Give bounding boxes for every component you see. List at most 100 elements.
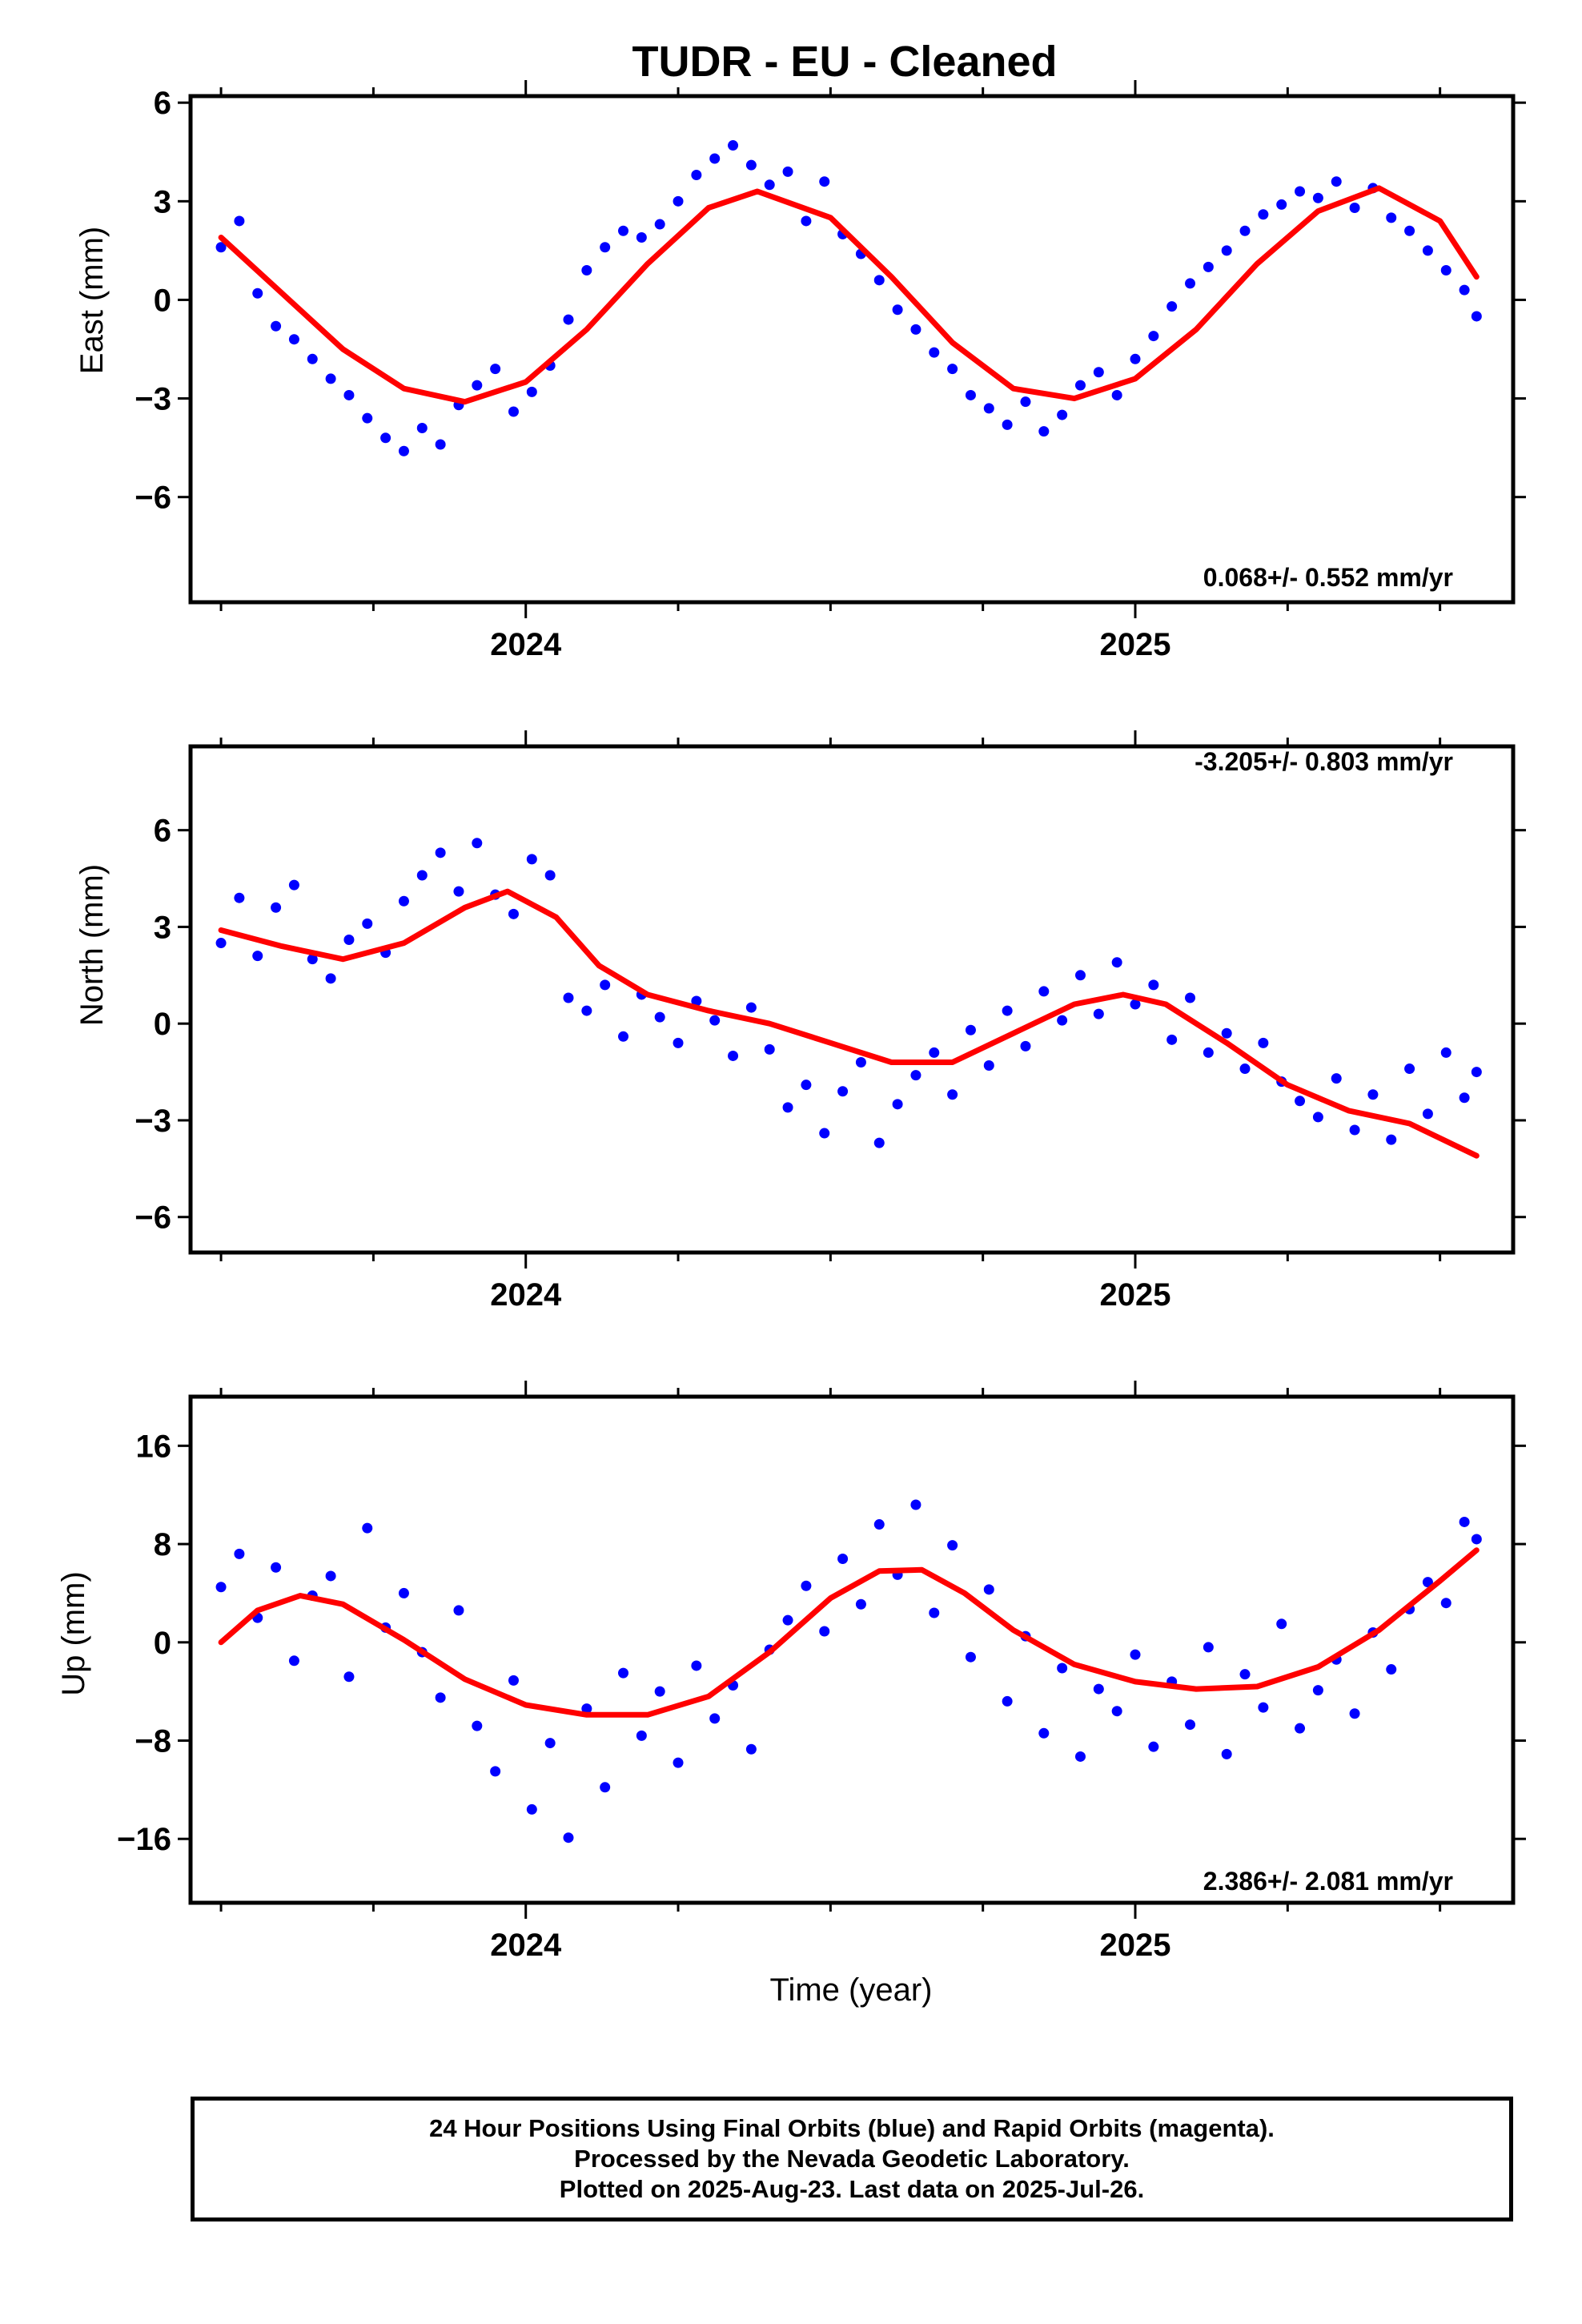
north-data-point (1221, 1027, 1232, 1039)
east-data-point (819, 176, 830, 187)
north-data-point (307, 954, 318, 965)
north-model-curve (218, 888, 1480, 1159)
up-data-point (837, 1553, 849, 1564)
north-ytick-label: 0 (154, 1007, 171, 1042)
north-data-point (709, 1015, 721, 1026)
east-data-point (691, 169, 702, 180)
east-data-point (581, 265, 592, 276)
footer-line-2: Processed by the Nevada Geodetic Laborat… (574, 2145, 1130, 2173)
east-ytick-label: −6 (135, 480, 171, 516)
east-data-point (636, 231, 647, 243)
east-data-point (234, 215, 245, 227)
east-data-point (1185, 278, 1196, 289)
up-ytick-label: −16 (117, 1822, 171, 1857)
east-data-point (709, 153, 721, 164)
up-data-point (1148, 1741, 1159, 1752)
east-data-point (252, 287, 263, 299)
north-data-point (801, 1080, 812, 1091)
north-ytick-label: 6 (154, 814, 171, 849)
up-data-point (1440, 1598, 1452, 1609)
up-data-point (910, 1499, 921, 1510)
east-data-point (1166, 301, 1178, 312)
east-data-point (1221, 245, 1232, 256)
north-data-point (398, 895, 409, 907)
east-data-point (1349, 203, 1360, 214)
up-data-point (673, 1757, 684, 1768)
north-data-point (563, 992, 574, 1003)
up-xtick-label: 2025 (1100, 1928, 1171, 1963)
footer-line-1: 24 Hour Positions Using Final Orbits (bl… (429, 2114, 1275, 2142)
up-data-point (472, 1720, 483, 1731)
east-data-point (892, 304, 903, 316)
east-data-point (910, 324, 921, 335)
east-data-point (600, 242, 611, 253)
east-data-point (873, 275, 885, 286)
north-data-point (362, 918, 373, 929)
north-data-point (983, 1060, 994, 1072)
east-data-point (1111, 389, 1122, 400)
up-data-point (855, 1598, 866, 1610)
east-data-point (1422, 245, 1433, 256)
footer-line-3: Plotted on 2025-Aug-23. Last data on 202… (559, 2175, 1145, 2203)
east-data-point (1057, 409, 1068, 420)
east-data-points (215, 140, 1482, 456)
north-data-point (1148, 979, 1159, 991)
east-data-point (1203, 261, 1214, 272)
east-data-point (416, 422, 428, 433)
up-data-point (1111, 1706, 1122, 1717)
east-xtick-label: 2025 (1100, 627, 1171, 662)
up-data-point (745, 1743, 757, 1755)
north-data-point (1166, 1034, 1178, 1045)
north-data-point (618, 1031, 629, 1042)
north-data-point (325, 973, 336, 984)
east-data-point (673, 195, 684, 207)
east-data-point (1404, 225, 1415, 236)
north-panel: 6 3 0 −3 −6 2024 2025 North (mm) -3.205+/- 0.8… (74, 730, 1526, 1313)
up-data-point (490, 1766, 501, 1777)
north-rate-label: -3.205+/- 0.803 mm/yr (1195, 747, 1453, 776)
east-data-point (929, 347, 940, 358)
east-data-point (362, 412, 373, 424)
north-data-point (764, 1043, 775, 1055)
east-data-point (435, 439, 446, 450)
up-model-curve (218, 1547, 1480, 1718)
east-data-point (1074, 380, 1086, 391)
up-data-point (581, 1703, 592, 1715)
north-data-point (691, 995, 702, 1007)
north-data-point (508, 908, 519, 919)
east-data-point (490, 364, 501, 375)
east-xtick-label: 2024 (490, 627, 562, 662)
east-data-point (1331, 176, 1342, 187)
up-data-point (691, 1660, 702, 1671)
north-data-point (435, 847, 446, 858)
up-plot-frame (188, 1394, 1516, 1905)
north-data-point (526, 854, 537, 865)
north-data-point (252, 951, 263, 962)
up-data-point (873, 1519, 885, 1530)
north-axis-label: North (mm) (74, 864, 110, 1026)
north-data-point (1459, 1092, 1470, 1104)
up-data-point (362, 1522, 373, 1534)
north-data-point (271, 902, 282, 913)
up-ytick-label: 8 (154, 1527, 171, 1562)
east-panel: 6 3 0 −3 −6 2024 2025 East (mm) 0.068+/- 0.552… (74, 80, 1526, 662)
north-data-point (1367, 1089, 1379, 1100)
east-axis-ticks: 6 3 0 −3 −6 2024 2025 (135, 80, 1526, 662)
east-ytick-label: 6 (154, 86, 171, 121)
north-data-point (965, 1024, 976, 1035)
north-data-point (1440, 1047, 1452, 1058)
east-data-point (1386, 212, 1397, 223)
up-data-point (929, 1607, 940, 1618)
north-data-point (343, 935, 355, 946)
up-plot-frame-group (188, 1394, 1516, 1905)
east-data-point (325, 373, 336, 384)
up-data-point (288, 1655, 299, 1667)
north-data-point (600, 979, 611, 991)
time-axis-label: Time (year) (770, 1972, 933, 2008)
north-xtick-label: 2024 (490, 1277, 562, 1313)
north-data-point (654, 1011, 665, 1023)
figure-title: TUDR - EU - Cleaned (632, 38, 1057, 86)
north-data-point (416, 870, 428, 881)
north-data-point (1422, 1108, 1433, 1120)
